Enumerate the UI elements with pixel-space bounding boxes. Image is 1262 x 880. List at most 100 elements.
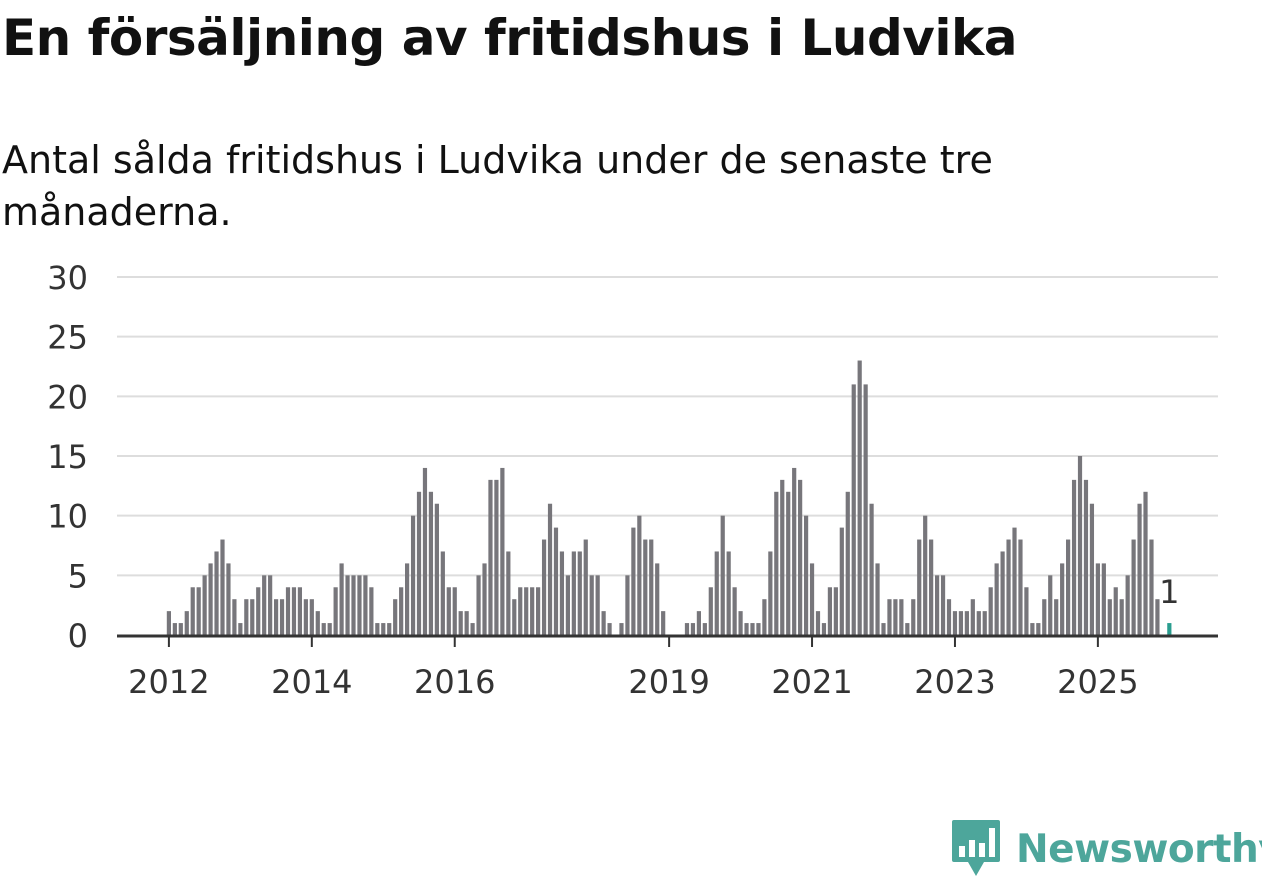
bar [696,611,701,635]
bar [303,599,308,635]
newsworthy-logo: Newsworthy [950,818,1262,880]
bar [244,599,249,635]
bar [744,623,749,635]
bar [559,551,565,635]
bar [440,551,445,635]
bar [393,599,398,635]
bar [220,539,225,635]
bar [809,563,815,635]
bar [452,587,457,635]
bar [196,587,201,635]
bar [488,479,493,635]
bar [869,503,874,635]
bar [887,599,892,635]
bar [190,587,195,635]
bar [410,515,416,635]
bar [690,623,696,635]
bar [464,611,469,635]
bar [815,611,821,635]
bar [952,611,958,635]
bar [279,599,285,635]
bar [184,611,189,635]
bar [720,515,725,635]
bar [792,467,797,635]
bar [1095,563,1100,635]
bar [565,575,570,635]
bar [1006,539,1011,635]
bar [863,384,868,635]
y-tick-label: 15 [47,438,88,476]
bar [273,599,279,635]
bar [178,623,183,635]
bar [446,587,451,635]
bar [369,587,374,635]
bar [262,575,267,635]
bar [1083,479,1089,635]
bar [923,515,928,635]
bar [214,551,219,635]
bar [530,587,535,635]
bar [434,503,439,635]
bar [917,539,922,635]
bar [994,563,999,635]
x-tick-label: 2014 [271,663,352,701]
bar [803,515,809,635]
bar [541,539,547,635]
bar [524,587,529,635]
bar [583,539,588,635]
bar [1060,563,1065,635]
bar [172,623,177,635]
bar [345,575,350,635]
bar [285,587,291,635]
bar [375,623,380,635]
bar [1024,587,1029,635]
bar [1030,623,1035,635]
bar [637,515,642,635]
bar [982,611,987,635]
bar [905,623,910,635]
bar [964,611,969,635]
bar [357,575,362,635]
bar [875,563,880,635]
bar [351,575,356,635]
bar [827,587,833,635]
bar [988,587,993,635]
bar [607,623,612,635]
bar [726,551,731,635]
bar [363,575,368,635]
bar [428,491,434,635]
bar [1012,527,1017,635]
bar [946,599,952,635]
bars [166,360,1172,635]
bar [309,599,314,635]
bar [899,599,904,635]
bar [1036,623,1041,635]
bar [750,623,755,635]
bar [619,623,624,635]
bar [1077,456,1083,635]
bar [422,467,428,635]
bar [268,575,273,635]
bar [845,491,850,635]
bar [553,527,559,635]
bar [547,503,553,635]
bar [1054,599,1059,635]
bar [655,563,660,635]
bar [821,623,827,635]
bar [1131,539,1136,635]
bar [708,587,713,635]
x-tick-label: 2025 [1057,663,1138,701]
bar [387,623,392,635]
bar [625,575,630,635]
bar [1000,551,1005,635]
bar [839,527,844,635]
bar [458,611,463,635]
bar [893,599,898,635]
bar [649,539,654,635]
x-tick-label: 2023 [914,663,995,701]
bar [297,587,303,635]
y-tick-label: 10 [47,498,88,536]
bar [768,551,773,635]
bar [762,599,767,635]
